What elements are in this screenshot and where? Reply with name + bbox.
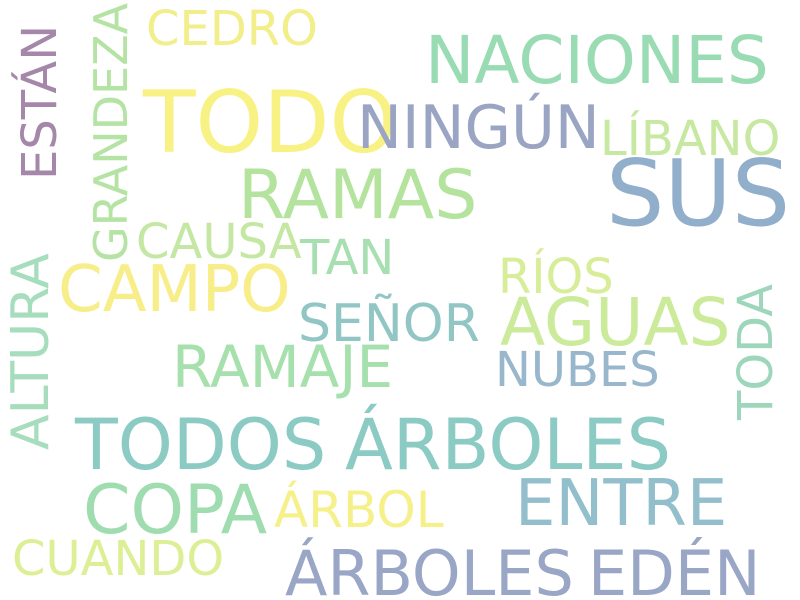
word-toda: TODA <box>728 283 784 420</box>
word-causa: CAUSA <box>136 214 302 270</box>
word-todos: TODOS <box>75 404 327 486</box>
word-nubes: NUBES <box>495 342 660 398</box>
word-copa: COPA <box>83 471 268 550</box>
word-cuando: CUANDO <box>12 531 225 587</box>
word-sus: SUS <box>606 140 791 247</box>
word-entre: ENTRE <box>515 467 728 541</box>
word-ramaje: RAMAJE <box>172 333 394 401</box>
word-arboles: ÁRBOLES <box>345 404 672 486</box>
word-campo: CAMPO <box>58 253 291 327</box>
word-arboles-2: ÁRBOLES <box>285 537 574 600</box>
word-cedro: CEDRO <box>146 1 318 57</box>
word-naciones: NACIONES <box>425 22 769 99</box>
word-tan: TAN <box>300 230 395 286</box>
word-altura: ALTURA <box>1 253 61 450</box>
word-senor: SEÑOR <box>298 294 480 354</box>
word-arbol: ÁRBOL <box>274 481 444 539</box>
word-estan: ESTÁN <box>12 24 68 180</box>
word-grandeza: GRANDEZA <box>84 2 138 262</box>
word-todo: TODO <box>143 73 398 173</box>
word-rios: RÍOS <box>498 249 614 305</box>
word-ramas: RAMAS <box>238 156 478 235</box>
word-ningun: NINGÚN <box>357 93 600 163</box>
word-libano: LÍBANO <box>600 111 781 167</box>
word-aguas: AGUAS <box>500 284 731 361</box>
word-eden: EDÉN <box>588 537 761 600</box>
